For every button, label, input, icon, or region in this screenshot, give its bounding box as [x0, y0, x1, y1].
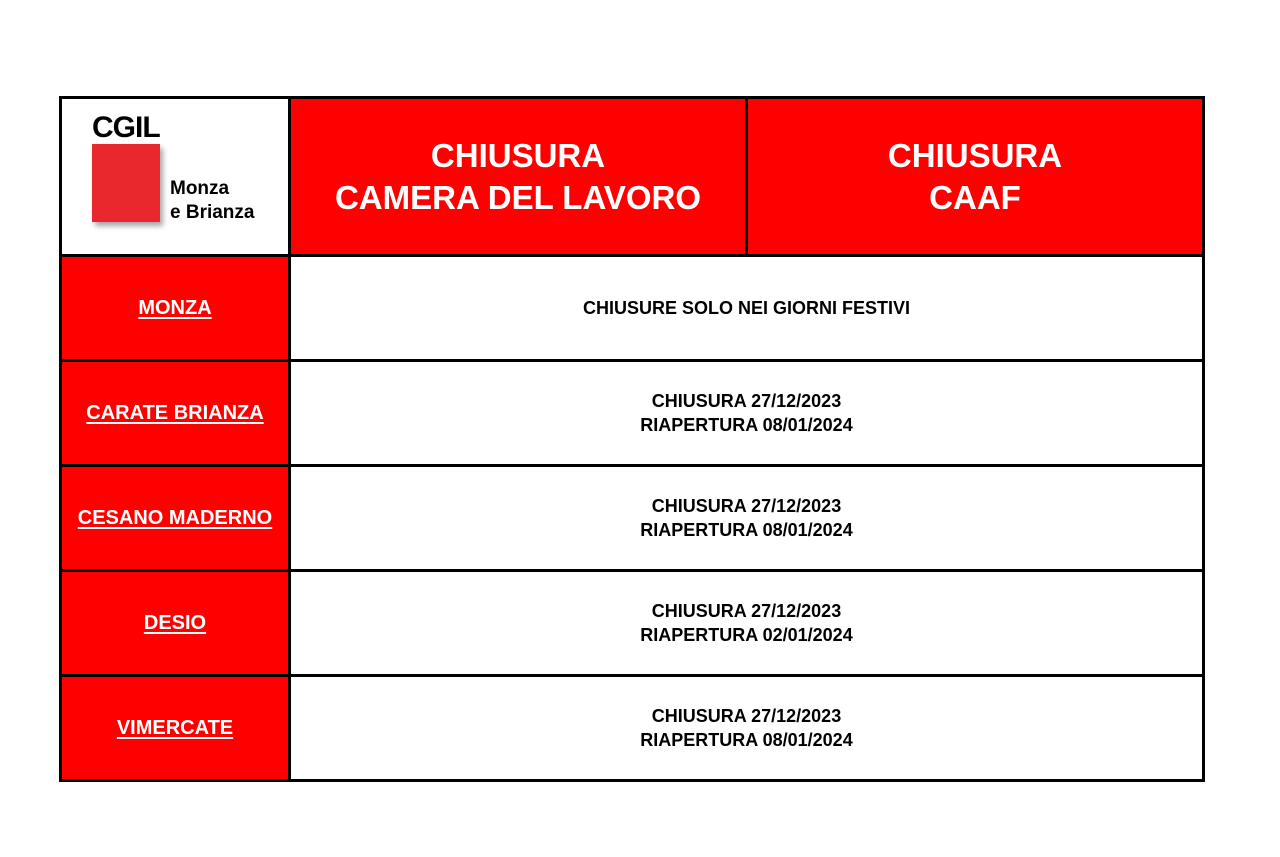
closure-info: CHIUSURA 27/12/2023 RIAPERTURA 08/01/202… — [288, 464, 1205, 572]
logo-brand: CGIL — [92, 111, 161, 144]
closure-info: CHIUSURA 27/12/2023 RIAPERTURA 02/01/202… — [288, 569, 1205, 677]
info-line1: CHIUSURA 27/12/2023 — [651, 601, 842, 621]
info-line2: RIAPERTURA 08/01/2024 — [640, 730, 853, 750]
info-line2: RIAPERTURA 02/01/2024 — [640, 625, 853, 645]
header-camera-del-lavoro: CHIUSURA CAMERA DEL LAVORO — [288, 96, 748, 257]
info-line1: CHIUSURE SOLO NEI GIORNI FESTIVI — [582, 298, 911, 318]
city-link[interactable]: MONZA — [59, 254, 291, 362]
info-line1: CHIUSURA 27/12/2023 — [651, 496, 842, 516]
header-line2: CAAF — [929, 178, 1021, 216]
info-line1: CHIUSURA 27/12/2023 — [651, 706, 842, 726]
logo-line2: e Brianza — [170, 202, 255, 223]
city-link[interactable]: CESANO MADERNO — [59, 464, 291, 572]
city-link[interactable]: VIMERCATE — [59, 674, 291, 782]
table-row: DESIO CHIUSURA 27/12/2023 RIAPERTURA 02/… — [59, 569, 1205, 677]
info-line2: RIAPERTURA 08/01/2024 — [640, 415, 853, 435]
closures-table: CGIL Monza e Brianza CHIUSURA CAMERA DEL… — [59, 96, 1205, 782]
city-link[interactable]: CARATE BRIANZA — [59, 359, 291, 467]
table-row: VIMERCATE CHIUSURA 27/12/2023 RIAPERTURA… — [59, 674, 1205, 782]
header-line2: CAMERA DEL LAVORO — [334, 178, 702, 216]
table-row: MONZA CHIUSURE SOLO NEI GIORNI FESTIVI — [59, 254, 1205, 362]
logo-text: Monza e Brianza — [170, 177, 254, 225]
cgil-logo: CGIL Monza e Brianza — [59, 96, 291, 257]
closure-info: CHIUSURE SOLO NEI GIORNI FESTIVI — [288, 254, 1205, 362]
header-line1: CHIUSURA — [430, 136, 606, 174]
table-row: CARATE BRIANZA CHIUSURA 27/12/2023 RIAPE… — [59, 359, 1205, 467]
header-line1: CHIUSURA — [887, 136, 1063, 174]
header-caaf: CHIUSURA CAAF — [745, 96, 1205, 257]
logo-square-icon — [92, 144, 160, 222]
closure-info: CHIUSURA 27/12/2023 RIAPERTURA 08/01/202… — [288, 674, 1205, 782]
closure-info: CHIUSURA 27/12/2023 RIAPERTURA 08/01/202… — [288, 359, 1205, 467]
header-row: CGIL Monza e Brianza CHIUSURA CAMERA DEL… — [59, 96, 1205, 257]
info-line2: RIAPERTURA 08/01/2024 — [640, 520, 853, 540]
logo-line1: Monza — [170, 178, 230, 199]
table-row: CESANO MADERNO CHIUSURA 27/12/2023 RIAPE… — [59, 464, 1205, 572]
info-line1: CHIUSURA 27/12/2023 — [651, 391, 842, 411]
city-link[interactable]: DESIO — [59, 569, 291, 677]
